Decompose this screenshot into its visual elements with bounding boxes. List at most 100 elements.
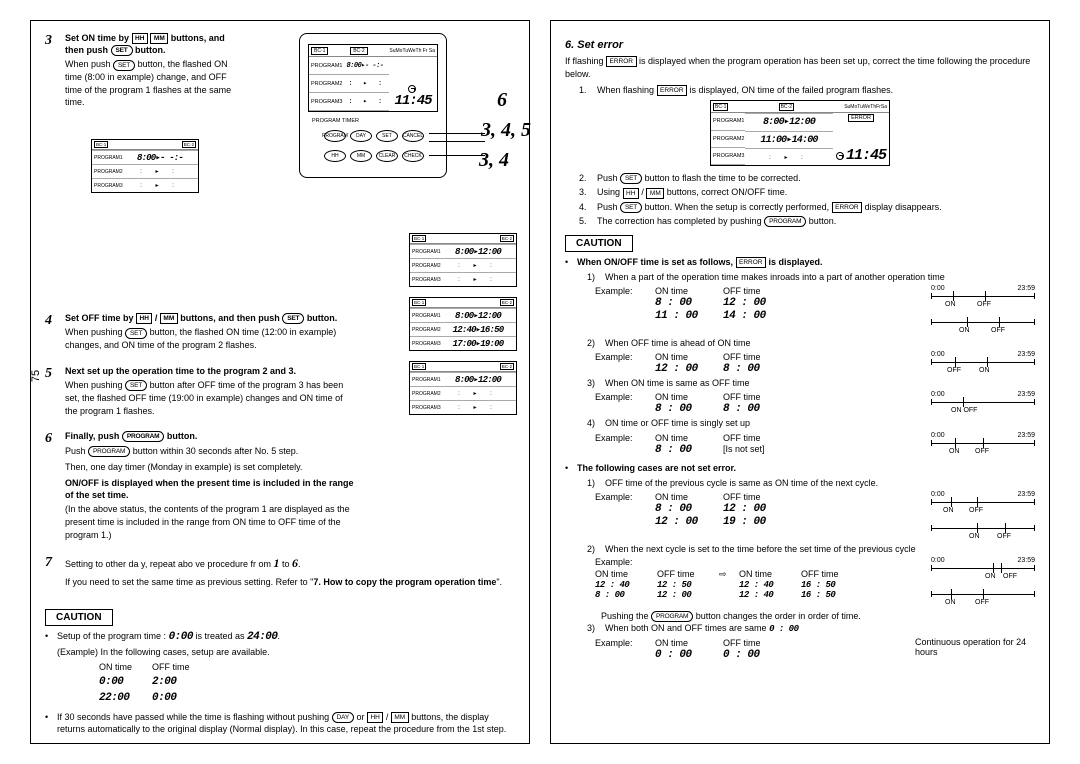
ind: BC·2 [500,235,514,242]
th: ON time [99,661,150,673]
lcd-mini-1: BC·1BC·2 PROGRAM18:00▸12:00 PROGRAM2: ▸ … [409,233,517,287]
leader-line [429,133,485,134]
right-column: 6. Set error If flashing ERROR is displa… [550,20,1050,744]
td: 16 : 50 [801,580,863,590]
p2: 11:00▸14:00 [745,134,833,146]
error-badge: ERROR [657,85,687,96]
txt: button to flash the time to be corrected… [642,173,801,183]
ex-header: Example:ON timeOFF time [595,433,903,443]
td: 0:00 [152,691,208,706]
step7-text: Setting to other da y, repeat abo ve pro… [65,555,515,572]
td: 12 : 00 [657,590,719,600]
caution-sub: (Example) In the following cases, setup … [57,646,515,658]
lbl: PROGRAM1 [410,249,440,255]
txt: / [152,313,160,323]
val: : ▸ : [440,262,516,269]
lcd-ind-2: BC·2 [350,47,367,55]
timeline-diagram: ONOFF [915,583,1035,609]
txt: to [279,559,292,569]
th: OFF time [152,661,208,673]
val: : ▸ : [122,182,198,189]
lbl: PROGRAM3 [92,183,122,189]
clock: 11:45 [846,147,886,164]
val: 17:00▸19:00 [440,339,516,349]
list-item-5: 5. The correction has completed by pushi… [579,215,1035,227]
ex-row: 0 : 000 : 00 [595,649,915,661]
step5-text: When pushing SET button after OFF time o… [65,379,355,417]
mm-button[interactable]: MM [350,150,372,162]
set-btn: SET [125,380,147,391]
txt: When push [65,59,113,69]
hh-btn: HH [367,712,383,723]
txt: / [639,187,647,197]
td: 2:00 [152,675,208,690]
clear-button[interactable]: CLEAR [376,150,398,162]
list-item-2: 2. Push SET button to flash the time to … [579,172,1035,184]
lcd-ind-1: BC·1 [311,47,328,55]
val: : ▸ : [440,276,516,283]
caution-heading-right: CAUTION [565,235,633,252]
txt: is displayed, ON time of the failed prog… [687,85,893,95]
step4-title: Set OFF time by HH / MM buttons, and the… [65,313,355,325]
ind: BC·1 [412,363,426,370]
td: 12 : 40 [739,590,801,600]
section-6-header: 6. Set error [565,39,1035,51]
cancel-button[interactable]: CANCEL [402,130,424,142]
lbl: PROGRAM2 [711,131,745,148]
ex-header: Example:ON timeOFF time [595,392,903,402]
txt: When ON/OFF time is set as follows, [577,257,736,267]
th: OFF time [801,569,863,580]
ind: BC·2 [779,103,794,111]
step-num: 5 [45,366,59,421]
ne-case-1: 1)OFF time of the previous cycle is same… [587,477,1035,489]
lcd-display: BC·1 BC·2 SuMoTuWeTh Fr Sa PROGRAM1 PROG… [308,44,438,112]
ex-row: 8 : 0012 : 00 [595,503,903,515]
ind: BC·1 [412,235,426,242]
day-button[interactable]: DAY [350,130,372,142]
hh-button[interactable]: HH [324,150,346,162]
program-btn: PROGRAM [764,216,806,227]
val: : ▸ : [440,404,516,411]
mm-button: MM [150,33,168,44]
ind: BC·2 [182,141,196,148]
ex-header: Example:ON timeOFF time [595,352,903,362]
set-button[interactable]: SET [376,130,398,142]
right-bullet-1: • When ON/OFF time is set as follows, ER… [565,256,1035,268]
ex-row: 11 : 0014 : 00 [595,310,903,322]
program-btn: PROGRAM [651,611,693,622]
case-2: 2)When OFF time is ahead of ON time [587,337,1035,349]
ind: BC·1 [94,141,108,148]
td: 12 : 40 [595,580,657,590]
error-display: ERROR [848,114,874,122]
val: 8:00▸12:00 [440,375,516,385]
callout-6: 6 [497,89,507,112]
ind: BC·1 [713,103,728,111]
timeline-diagram: 0:0023:59 OFFON [915,351,1035,377]
hh-btn: HH [136,313,152,324]
list-item-1: 1. When flashing ERROR is displayed, ON … [579,84,1035,96]
val: 8:00▸12:00 [440,247,516,257]
txt: 0 : 00 [769,624,798,634]
txt: Set ON time by [65,33,132,43]
remote-illustration: BC·1 BC·2 SuMoTuWeTh Fr Sa PROGRAM1 PROG… [299,33,449,188]
lcd-mini-0: BC·1 BC·2 PROGRAM18:00▸- -:- PROGRAM2: ▸… [91,139,199,193]
error-badge: ERROR [832,202,862,213]
prog-label: PROGRAM1 [309,57,341,75]
lbl: PROGRAM2 [92,169,122,175]
check-button[interactable]: CHECK [402,150,424,162]
txt: button. [806,216,836,226]
case-1: 1)When a part of the operation time make… [587,271,1035,283]
val: 8:00▸12:00 [440,311,516,321]
val: : ▸ : [122,168,198,175]
step-5: 5 Next set up the operation time to the … [45,366,355,421]
mm-btn: MM [646,188,664,199]
lbl: PROGRAM1 [410,377,440,383]
step-4: 4 Set OFF time by HH / MM buttons, and t… [45,313,355,356]
step6-title: Finally, push PROGRAM button. [65,431,355,443]
timeline-diagram: 0:0023:59 ONOFF [915,491,1035,517]
timeline-diagram: 0:0023:59 ONOFF [915,285,1035,311]
timeline-diagram: 0:0023:59 ONOFF [915,432,1035,458]
hh-button: HH [132,33,148,44]
day-btn: DAY [332,712,354,723]
program-button[interactable]: PROGRAM [324,130,346,142]
